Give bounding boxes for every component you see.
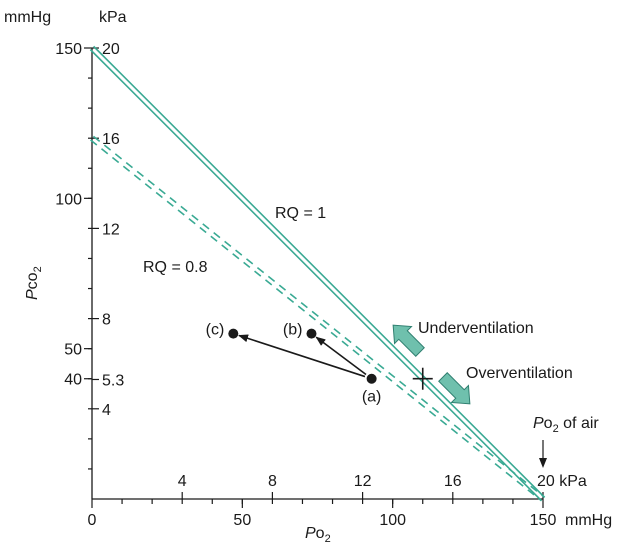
point-a	[366, 373, 377, 384]
x-tick-label-mmhg: 150	[530, 512, 557, 529]
x-tick-label-kpa: 16	[444, 473, 462, 490]
point-c	[228, 328, 239, 339]
x-tick-label-kpa: 4	[178, 473, 187, 490]
overventilation-label: Overventilation	[466, 365, 573, 382]
series-line-rq08	[92, 135, 545, 498]
point-label: (a)	[362, 389, 382, 406]
series-line-rq1	[89, 49, 542, 502]
air-arrow-head	[539, 458, 547, 468]
x-tick-label-kpa: 12	[354, 473, 372, 490]
underventilation-label: Underventilation	[418, 320, 534, 337]
x-tick-label-mmhg: 100	[379, 512, 406, 529]
series-label-rq08: RQ = 0.8	[143, 259, 208, 276]
y-tick-label-mmhg: 50	[64, 342, 82, 359]
y-unit-kpa: kPa	[99, 9, 127, 26]
x-tick-label-mmhg: 0	[88, 512, 97, 529]
x-tick-label-mmhg: 50	[233, 512, 251, 529]
x-axis-title: Po2	[305, 525, 331, 545]
rq-lines	[89, 45, 546, 502]
y-tick-label-kpa: 8	[102, 312, 111, 329]
series-line-rq08	[90, 139, 543, 502]
x-tick-label-kpa: 20 kPa	[537, 473, 587, 490]
shift-arrow	[315, 336, 367, 376]
y-tick-label-kpa: 5.3	[102, 372, 124, 389]
x-tick-label-kpa: 8	[268, 473, 277, 490]
point-b	[306, 328, 317, 339]
y-ticks: 150 100 50 40 20 16 12 8 5.3 4	[55, 41, 124, 470]
y-tick-label-kpa: 20	[102, 41, 120, 58]
y-unit-mmhg: mmHg	[4, 9, 51, 26]
series-label-rq1: RQ = 1	[275, 205, 326, 222]
y-tick-label-kpa: 4	[102, 402, 111, 419]
y-tick-label-mmhg: 40	[64, 372, 82, 389]
series-line-rq1	[93, 45, 546, 498]
x-unit-mmhg: mmHg	[565, 512, 612, 529]
y-tick-label-kpa: 12	[102, 221, 120, 238]
overventilation-arrow	[438, 372, 471, 405]
y-tick-label-kpa: 16	[102, 131, 120, 148]
underventilation-arrow	[392, 324, 425, 357]
y-tick-label-mmhg: 100	[55, 191, 82, 208]
point-label: (b)	[283, 322, 303, 339]
point-label: (c)	[206, 322, 225, 339]
x-ticks: 0 50 100 150 4 8 12 16 20 kPa	[88, 473, 587, 529]
air-label: Po2 of air	[533, 415, 599, 435]
shift-arrow	[238, 334, 366, 378]
data-points: (a) (b) (c)	[206, 322, 433, 406]
y-tick-label-mmhg: 150	[55, 41, 82, 58]
y-axis-title: Pco2	[24, 266, 44, 300]
